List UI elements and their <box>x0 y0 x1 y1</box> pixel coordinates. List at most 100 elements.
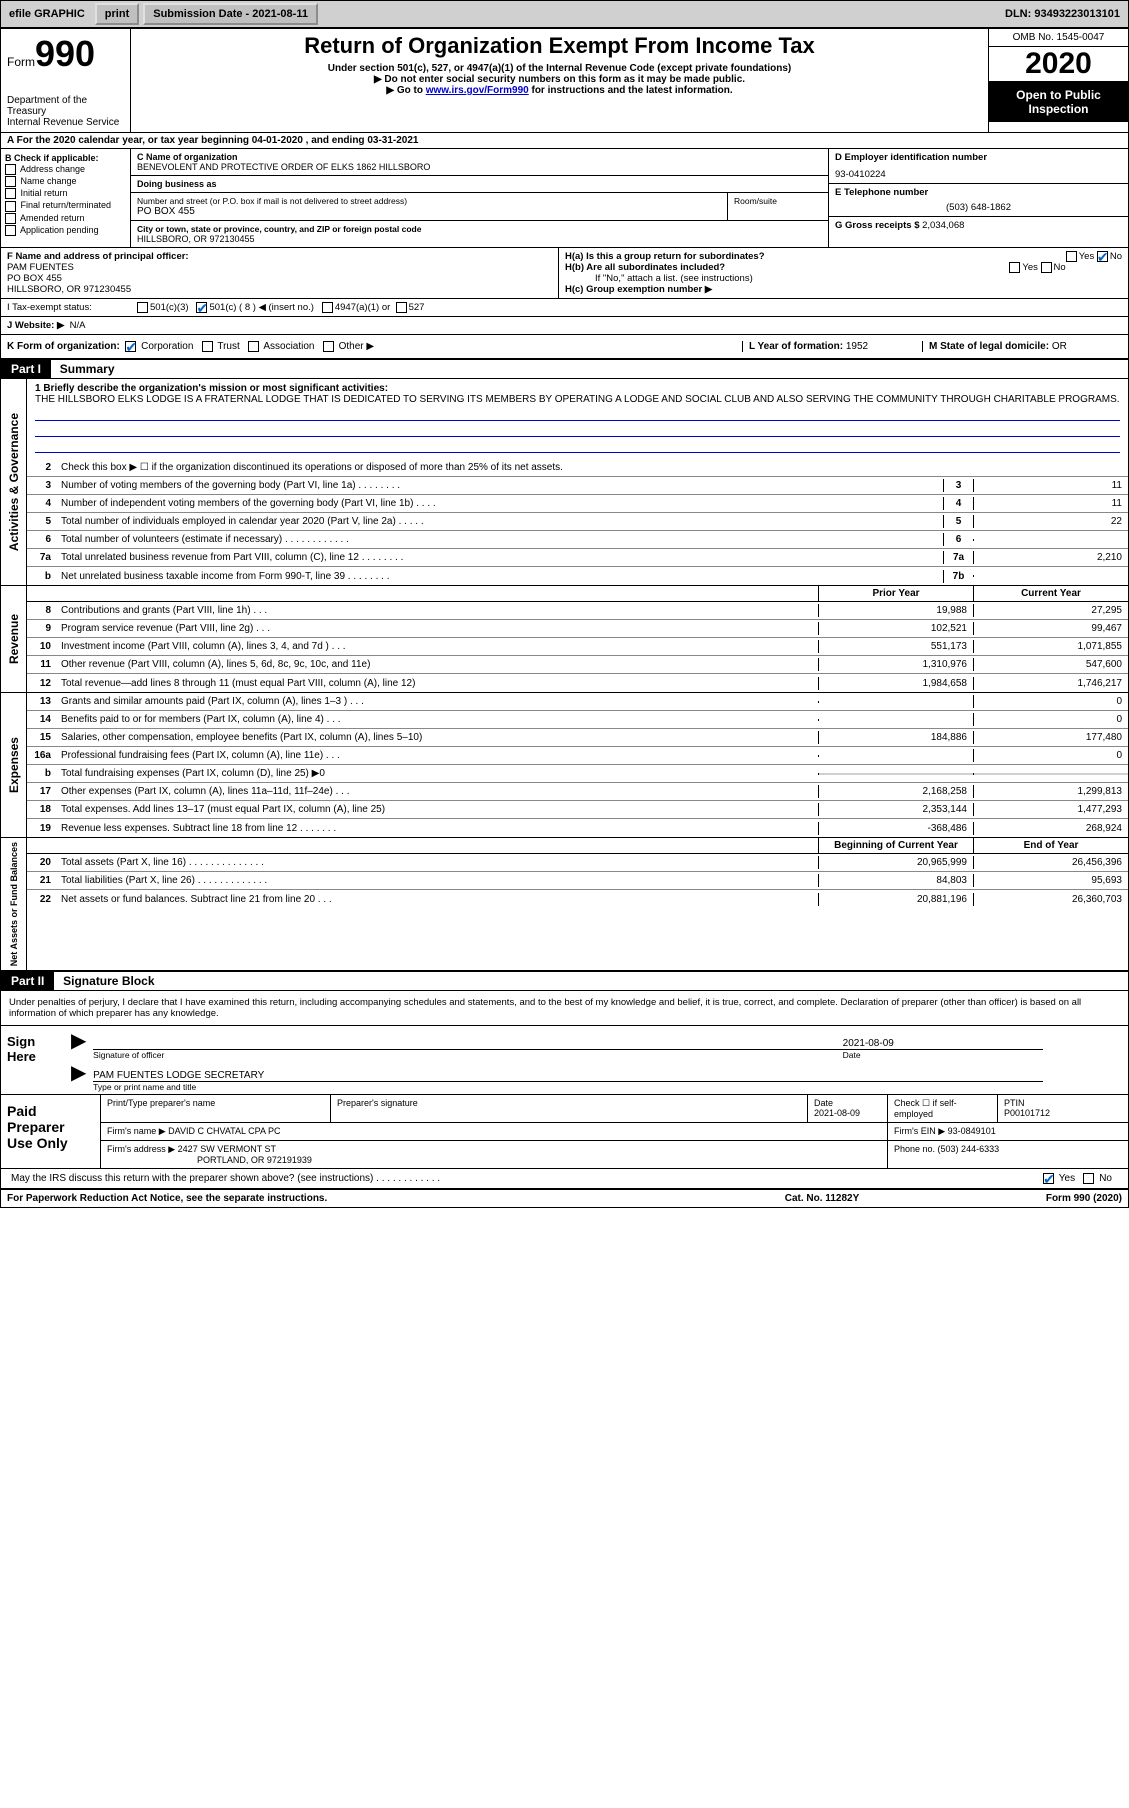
line-2: 2Check this box ▶ ☐ if the organization … <box>27 459 1128 477</box>
prior-year <box>818 701 973 703</box>
public-inspection: Open to Public Inspection <box>989 82 1128 122</box>
i-501c3[interactable] <box>137 302 148 313</box>
footer-right: Form 990 (2020) <box>922 1193 1122 1204</box>
prior-year: 84,803 <box>818 874 973 887</box>
cb-initial-return[interactable]: Initial return <box>5 188 126 199</box>
website: N/A <box>70 320 86 331</box>
cb-app-pending[interactable]: Application pending <box>5 225 126 236</box>
current-year: 1,299,813 <box>973 785 1128 798</box>
hb-no[interactable] <box>1041 262 1052 273</box>
h-b: H(b) Are all subordinates included? Yes … <box>565 262 1122 273</box>
i-527[interactable] <box>396 302 407 313</box>
cb-final-return[interactable]: Final return/terminated <box>5 200 126 211</box>
box-d: D Employer identification number 93-0410… <box>829 149 1128 184</box>
k-other[interactable] <box>323 341 334 352</box>
efile-label: efile GRAPHIC <box>1 5 93 23</box>
h-a: H(a) Is this a group return for subordin… <box>565 251 1122 262</box>
ein: 93-0410224 <box>835 169 1122 180</box>
firm-name: DAVID C CHVATAL CPA PC <box>168 1126 280 1136</box>
netassets-headers: Beginning of Current Year End of Year <box>27 838 1128 854</box>
line-a-tax-year: A For the 2020 calendar year, or tax yea… <box>1 133 1128 149</box>
prep-date: 2021-08-09 <box>814 1108 860 1118</box>
current-year: 26,456,396 <box>973 856 1128 869</box>
current-year: 177,480 <box>973 731 1128 744</box>
footer-left: For Paperwork Reduction Act Notice, see … <box>7 1193 722 1204</box>
value <box>973 539 1128 541</box>
line-1: 1 Briefly describe the organization's mi… <box>27 379 1128 459</box>
k-trust[interactable] <box>202 341 213 352</box>
paid-preparer-label: Paid Preparer Use Only <box>1 1095 101 1168</box>
ha-no[interactable] <box>1097 251 1108 262</box>
cb-address-change[interactable]: Address change <box>5 164 126 175</box>
prior-year: 2,353,144 <box>818 803 973 816</box>
omb-number: OMB No. 1545-0047 <box>989 29 1128 47</box>
k-corp[interactable] <box>125 341 136 352</box>
line-6: 6Total number of volunteers (estimate if… <box>27 531 1128 549</box>
firm-ein: 93-0849101 <box>948 1126 996 1136</box>
form990-link[interactable]: www.irs.gov/Form990 <box>426 85 529 96</box>
box-g: G Gross receipts $ 2,034,068 <box>829 217 1128 234</box>
box-e: E Telephone number (503) 648-1862 <box>829 184 1128 217</box>
current-year <box>973 773 1128 775</box>
discuss-no[interactable] <box>1083 1173 1094 1184</box>
mission-text: THE HILLSBORO ELKS LODGE IS A FRATERNAL … <box>35 394 1120 405</box>
city-state-zip: HILLSBORO, OR 972130455 <box>137 234 421 244</box>
k-assoc[interactable] <box>248 341 259 352</box>
firm-addr2: PORTLAND, OR 972191939 <box>107 1155 312 1165</box>
header-left: Form990 Department of the Treasury Inter… <box>1 29 131 132</box>
current-year: 27,295 <box>973 604 1128 617</box>
cb-name-change[interactable]: Name change <box>5 176 126 187</box>
prep-self-employed[interactable]: Check ☐ if self-employed <box>888 1095 998 1122</box>
current-year: 0 <box>973 749 1128 762</box>
jurat: Under penalties of perjury, I declare th… <box>1 991 1128 1026</box>
prep-addr-row: Firm's address ▶ 2427 SW VERMONT ST PORT… <box>101 1141 1128 1168</box>
ptin: P00101712 <box>1004 1108 1050 1118</box>
i-4947[interactable] <box>322 302 333 313</box>
prior-year: 551,173 <box>818 640 973 653</box>
prep-firm-row: Firm's name ▶ DAVID C CHVATAL CPA PC Fir… <box>101 1123 1128 1141</box>
submission-date-button[interactable]: Submission Date - 2021-08-11 <box>143 3 318 25</box>
side-activities: Activities & Governance <box>1 379 27 585</box>
current-year: 26,360,703 <box>973 893 1128 906</box>
prior-year: 2,168,258 <box>818 785 973 798</box>
side-revenue: Revenue <box>1 586 27 692</box>
discuss-row: May the IRS discuss this return with the… <box>1 1169 1128 1190</box>
arrow-icon: ▶ <box>67 1062 90 1084</box>
cb-amended[interactable]: Amended return <box>5 213 126 224</box>
current-year: 1,746,217 <box>973 677 1128 690</box>
subtitle-3: ▶ Go to www.irs.gov/Form990 for instruct… <box>139 85 980 96</box>
value: 2,210 <box>973 551 1128 564</box>
line-10: 10Investment income (Part VIII, column (… <box>27 638 1128 656</box>
box-k: K Form of organization: Corporation Trus… <box>7 341 742 352</box>
prior-year: -368,486 <box>818 822 973 835</box>
value <box>973 575 1128 577</box>
current-year: 1,071,855 <box>973 640 1128 653</box>
line-20: 20Total assets (Part X, line 16) . . . .… <box>27 854 1128 872</box>
line-13: 13Grants and similar amounts paid (Part … <box>27 693 1128 711</box>
value: 11 <box>973 479 1128 492</box>
box-i: I Tax-exempt status: 501(c)(3) 501(c) ( … <box>1 299 1128 317</box>
org-name: BENEVOLENT AND PROTECTIVE ORDER OF ELKS … <box>137 162 822 172</box>
box-j: J Website: ▶ N/A <box>1 317 1128 335</box>
subtitle-1: Under section 501(c), 527, or 4947(a)(1)… <box>139 63 980 74</box>
telephone: (503) 648-1862 <box>835 202 1122 213</box>
current-year: 1,477,293 <box>973 803 1128 816</box>
type-name-label: Type or print name and title <box>93 1082 1043 1092</box>
current-year: 268,924 <box>973 822 1128 835</box>
value: 11 <box>973 497 1128 510</box>
print-button[interactable]: print <box>95 3 139 25</box>
box-c: C Name of organization BENEVOLENT AND PR… <box>131 149 828 247</box>
current-year: 0 <box>973 713 1128 726</box>
ha-yes[interactable] <box>1066 251 1077 262</box>
discuss-yes[interactable] <box>1043 1173 1054 1184</box>
box-b: B Check if applicable: Address change Na… <box>1 149 131 247</box>
subtitle-2: ▶ Do not enter social security numbers o… <box>139 74 980 85</box>
prep-header-row: Print/Type preparer's name Preparer's si… <box>101 1095 1128 1123</box>
line-18: 18Total expenses. Add lines 13–17 (must … <box>27 801 1128 819</box>
officer-addr1: PO BOX 455 <box>7 273 552 284</box>
i-501c[interactable] <box>196 302 207 313</box>
line-b: bNet unrelated business taxable income f… <box>27 567 1128 585</box>
prior-year <box>818 755 973 757</box>
dept-label: Department of the Treasury <box>7 95 124 117</box>
hb-yes[interactable] <box>1009 262 1020 273</box>
